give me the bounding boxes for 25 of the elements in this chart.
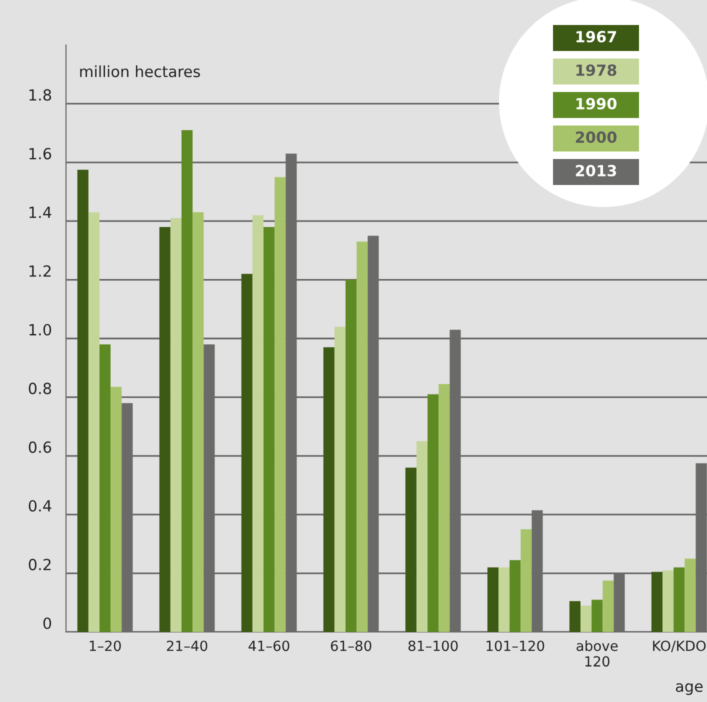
y-axis-title: million hectares bbox=[80, 65, 200, 78]
x-tick-label: 101–120 bbox=[486, 640, 544, 652]
x-tick-label: KO/KDO bbox=[653, 640, 706, 652]
y-tick-label: 0 bbox=[43, 617, 52, 630]
y-tick-label: 1.2 bbox=[29, 265, 51, 277]
x-tick-label: 61–80 bbox=[330, 640, 372, 652]
y-tick-label: 0.6 bbox=[28, 441, 52, 453]
x-tick-label: 41–60 bbox=[248, 640, 290, 652]
x-tick-label: 81–100 bbox=[408, 640, 458, 652]
y-tick-label: 0.4 bbox=[28, 500, 52, 512]
y-tick-label: 1.0 bbox=[29, 324, 52, 336]
x-tick-label: 1–20 bbox=[90, 640, 121, 652]
text: 2000 bbox=[576, 131, 617, 143]
y-tick-label: 0.8 bbox=[28, 382, 52, 394]
y-tick-label: 0.2 bbox=[28, 558, 51, 570]
x-tick-label: above 120 bbox=[576, 640, 618, 667]
y-tick-label: 1.4 bbox=[29, 206, 52, 218]
y-tick-label: 1.8 bbox=[29, 89, 52, 101]
text: 1967 bbox=[576, 30, 616, 42]
x-axis-title: age bbox=[676, 683, 703, 695]
text: 1990 bbox=[576, 98, 617, 110]
text: 2013 bbox=[576, 164, 616, 176]
text: 1978 bbox=[576, 64, 616, 76]
y-tick-label: 1.6 bbox=[29, 148, 52, 160]
x-tick-label: 21–40 bbox=[166, 640, 208, 652]
